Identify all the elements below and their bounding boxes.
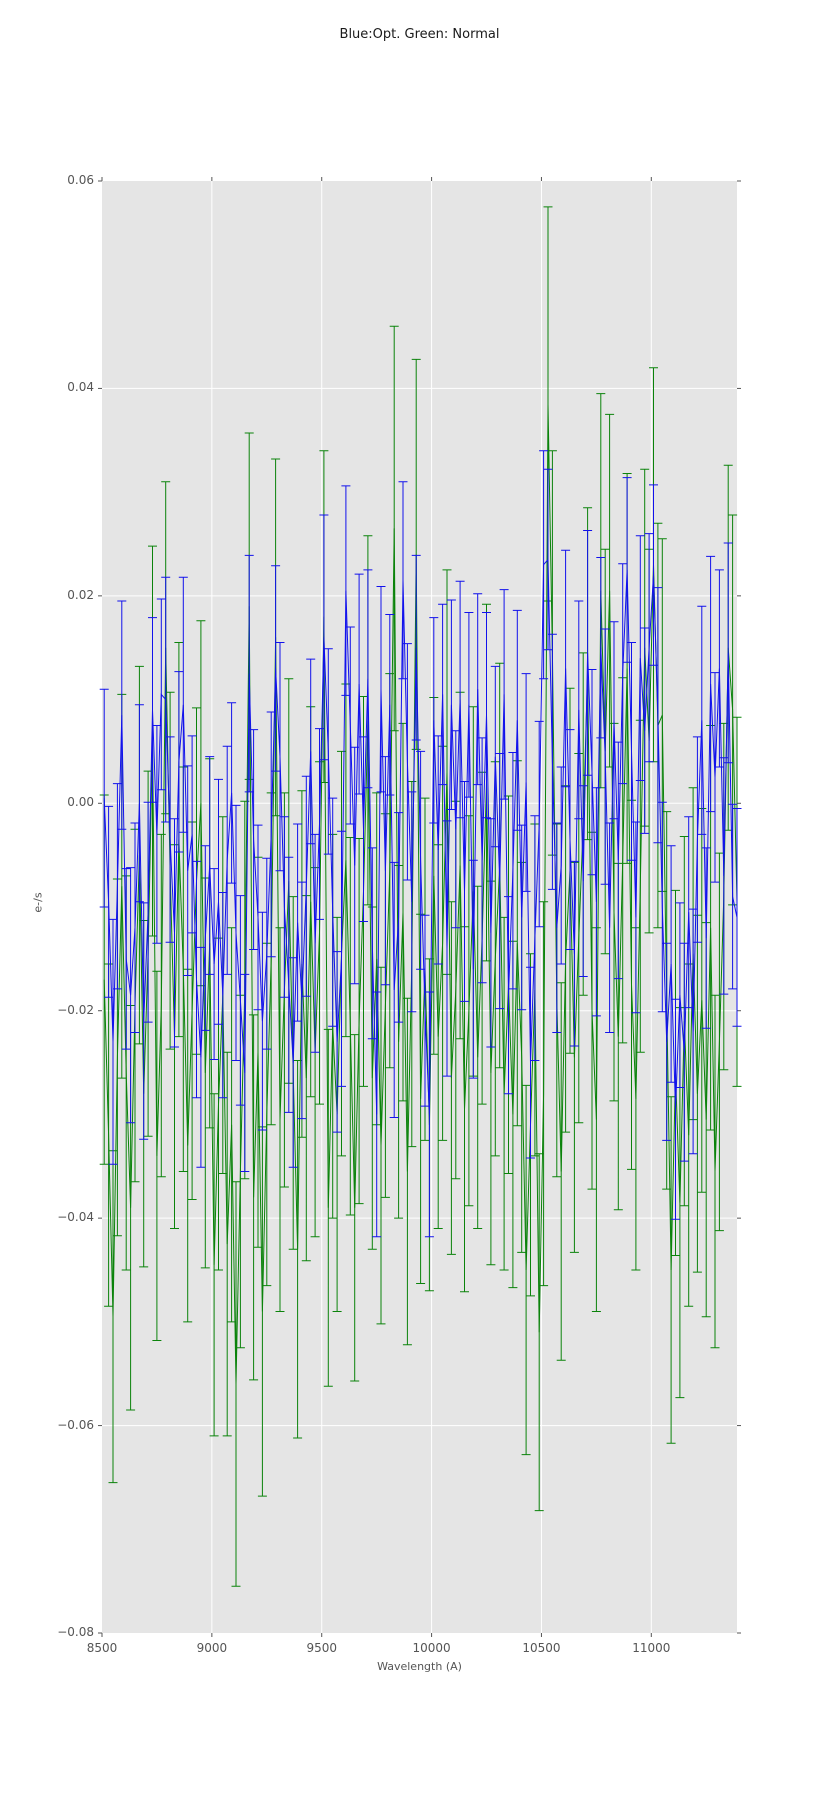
series-line-opt	[103, 558, 738, 1115]
x-axis-label: Wavelength (A)	[377, 1660, 462, 1673]
y-tick-label: −0.06	[57, 1417, 94, 1432]
x-tick-label: 9000	[196, 1641, 228, 1655]
chart-title: Blue:Opt. Green: Normal	[339, 27, 500, 42]
y-axis-label: e-/s	[31, 892, 45, 913]
x-tick-label: 11000	[632, 1641, 671, 1655]
y-tick-label: −0.04	[57, 1210, 94, 1225]
y-tick-label: 0.00	[67, 795, 94, 810]
x-tick-label: 9500	[306, 1641, 337, 1655]
y-tick-label: 0.02	[67, 587, 94, 602]
x-tick-label: 10500	[522, 1641, 561, 1655]
y-tick-label: 0.04	[67, 380, 94, 395]
y-tick-label: −0.02	[57, 1002, 94, 1017]
x-tick-label: 10000	[412, 1641, 451, 1655]
x-tick-label: 8500	[86, 1641, 118, 1655]
y-tick-label: 0.06	[67, 173, 94, 187]
y-tick-label: −0.08	[57, 1625, 94, 1639]
